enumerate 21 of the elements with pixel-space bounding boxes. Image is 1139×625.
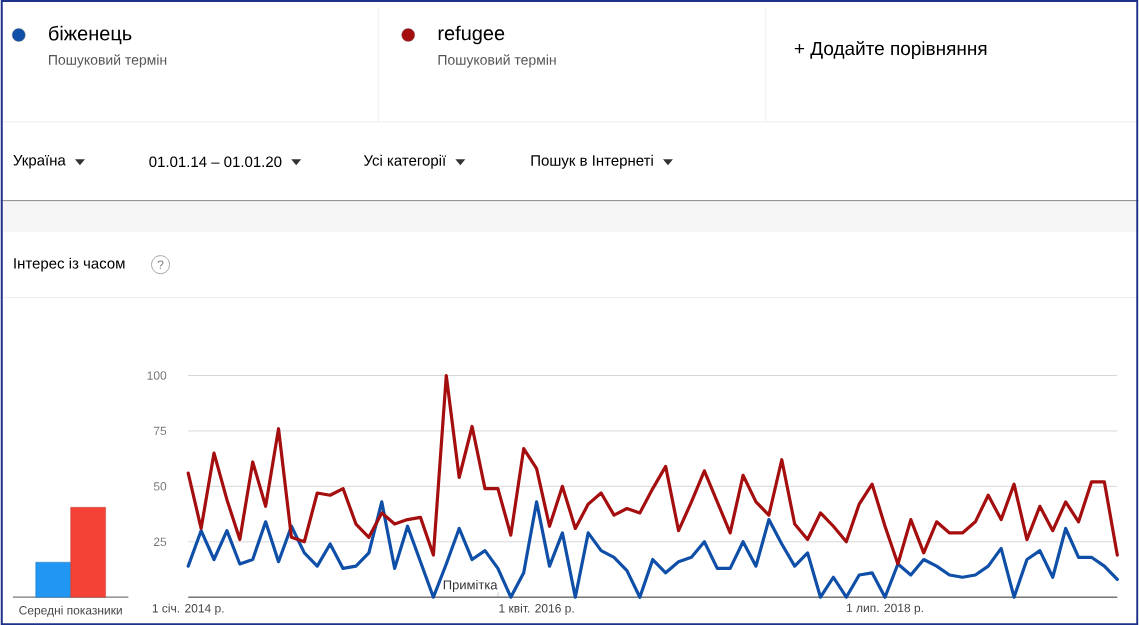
x-tick-label: 1 квіт. 2016 р. [499,603,574,615]
text: + Додайте порівняння [794,40,987,59]
y-tick-label: 25 [153,537,167,546]
text: Пошуковий термін [438,54,556,68]
text: Пошук в Інтернеті [531,154,653,169]
y-tick-label: 75 [153,426,167,436]
legend-label: refugee [438,25,505,45]
text: Усі категорії [363,154,447,169]
text: Пошуковий термін [49,54,167,68]
text: 01.01.14 – 01.01.20 [149,156,282,167]
line-series [186,500,1119,599]
text: ? [157,260,164,269]
x-tick-label: 1 січ. 2014 р. [152,603,224,615]
annotation: Примітка [443,579,498,592]
x-axis-title: Середні показники [19,605,122,617]
text: Україна [13,154,66,169]
x-tick-label: 1 лип. 2018 р. [846,603,923,615]
legend-label: біженець [49,25,132,45]
y-tick-label: 100 [147,371,167,380]
chart-title: Інтерес із часом [14,257,125,272]
y-tick-label: 50 [153,482,167,491]
